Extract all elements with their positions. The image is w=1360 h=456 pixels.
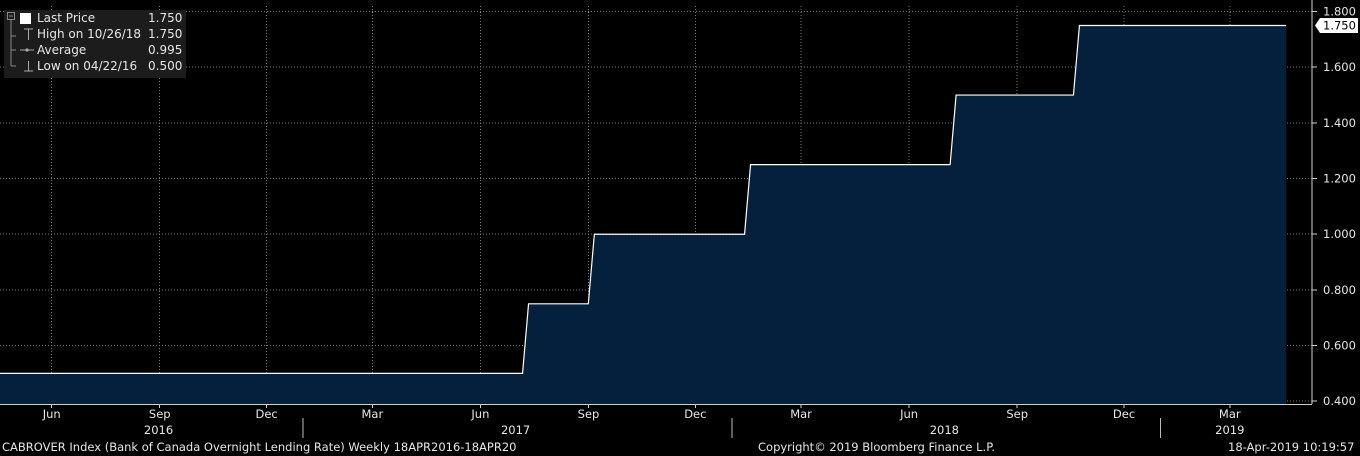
series-area-fill	[0, 25, 1287, 405]
y-tick-label: 1.600	[1323, 60, 1356, 74]
x-tick-label: Mar	[790, 407, 812, 421]
x-tick-label: Sep	[578, 407, 600, 421]
y-tick-label: 0.600	[1323, 339, 1356, 353]
x-tick-label: Dec	[684, 407, 706, 421]
legend-row-average: Average 0.995	[4, 42, 186, 58]
last-value-tag	[1315, 17, 1358, 33]
x-tick-label: Jun	[899, 407, 918, 421]
x-tick-label: Sep	[1006, 407, 1028, 421]
legend-label: Low on 04/22/16	[37, 59, 138, 73]
year-label: 2019	[1215, 423, 1244, 437]
series-line	[0, 24, 1287, 374]
legend-row-low: Low on 04/22/16 0.500	[4, 58, 186, 74]
legend-value: 0.500	[148, 59, 183, 73]
legend-value: 1.750	[148, 27, 183, 41]
high-marker-icon	[6, 26, 34, 42]
legend-row-last-price: Last Price 1.750	[4, 10, 186, 26]
x-tick-label: Dec	[1113, 407, 1135, 421]
x-tick-label: Jun	[470, 407, 489, 421]
last-value-label: 1.750	[1323, 18, 1356, 32]
y-tick-label: 0.800	[1323, 283, 1356, 297]
legend-panel: Last Price 1.750 High on 10/26/18 1.750 …	[4, 10, 186, 78]
y-tick-label: 1.400	[1323, 116, 1356, 130]
y-tick-label: 1.200	[1323, 172, 1356, 186]
square-icon	[6, 10, 34, 26]
legend-label: Last Price	[37, 11, 96, 25]
y-tick-label: 1.000	[1323, 227, 1356, 241]
year-label: 2018	[930, 423, 959, 437]
x-tick-label: Mar	[1219, 407, 1241, 421]
y-tick-label: 0.400	[1323, 394, 1356, 408]
x-tick-label: Dec	[255, 407, 277, 421]
x-tick-label: Sep	[149, 407, 171, 421]
year-label: 2016	[144, 423, 173, 437]
axes: 0.400 0.600 0.800 1.000 1.200 1.400 1.600 1.800…	[0, 0, 1358, 438]
average-line-icon	[6, 42, 34, 58]
legend-label: High on 10/26/18	[37, 27, 142, 41]
legend-row-high: High on 10/26/18 1.750	[4, 26, 186, 42]
footer-security-description: CABROVER Index (Bank of Canada Overnight…	[2, 440, 517, 454]
x-tick-label: Jun	[42, 407, 61, 421]
year-label: 2017	[501, 423, 530, 437]
legend-value: 1.750	[148, 11, 183, 25]
low-marker-icon	[6, 58, 34, 74]
legend-label: Average	[37, 43, 87, 57]
footer-copyright: Copyright© 2019 Bloomberg Finance L.P.	[758, 440, 995, 454]
x-tick-label: Mar	[361, 407, 383, 421]
y-tick-label: 1.800	[1323, 5, 1356, 19]
legend-value: 0.995	[148, 43, 183, 57]
footer-timestamp: 18-Apr-2019 10:19:57	[1228, 440, 1355, 454]
plot-area	[0, 24, 1287, 405]
